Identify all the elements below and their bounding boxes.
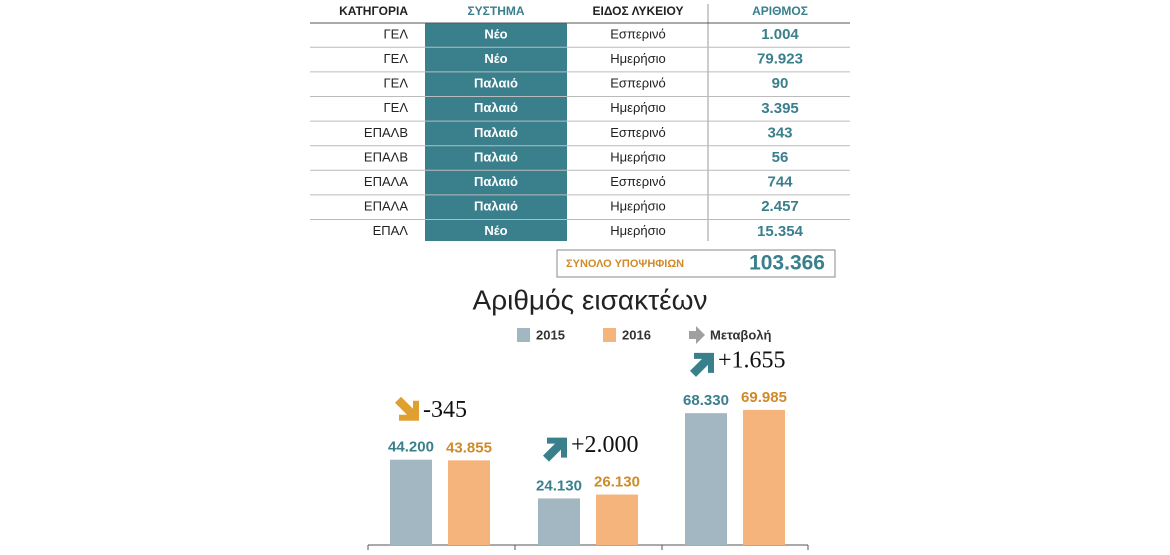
bar — [538, 498, 580, 545]
category-cell: ΕΠΑΛΒ — [364, 149, 408, 164]
legend-label: 2016 — [622, 327, 651, 342]
number-cell: 15.354 — [757, 223, 804, 240]
total-box — [556, 249, 836, 278]
table-header: ΣΥΣΤΗΜΑ — [467, 4, 524, 18]
system-cell: Παλαιό — [474, 100, 518, 115]
change-arrow — [690, 352, 714, 377]
category-cell: ΕΠΑΛΑ — [364, 174, 408, 189]
bar — [596, 494, 638, 545]
system-cell: Νέο — [484, 223, 507, 238]
bar — [448, 460, 490, 545]
change-label: -345 — [423, 397, 467, 423]
table-header: ΚΑΤΗΓΟΡΙΑ — [339, 4, 408, 18]
chart-title: Αριθμός εισακτέων — [473, 284, 708, 315]
category-cell: ΕΠΑΛ — [373, 223, 409, 238]
change-arrow — [543, 437, 567, 462]
total-label: ΣΥΝΟΛΟ ΥΠΟΨΗΦΙΩΝ — [566, 258, 684, 270]
number-cell: 1.004 — [761, 26, 799, 43]
change-label: +2.000 — [571, 432, 639, 458]
category-cell: ΕΠΑΛΑ — [364, 199, 408, 214]
bar — [390, 459, 432, 545]
category-cell: ΓΕΛ — [383, 76, 408, 91]
legend-swatch — [517, 328, 530, 342]
number-cell: 3.395 — [761, 100, 799, 117]
system-column — [425, 23, 567, 241]
number-cell: 2.457 — [761, 198, 799, 215]
change-label: +1.655 — [718, 347, 786, 373]
system-cell: Παλαιό — [474, 199, 518, 214]
legend-label: Μεταβολή — [710, 327, 772, 342]
type-cell: Ημερήσιο — [610, 223, 665, 238]
number-cell: 744 — [767, 174, 793, 191]
legend-arrow — [689, 326, 705, 344]
type-cell: Ημερήσιο — [610, 199, 665, 214]
system-cell: Νέο — [484, 26, 507, 41]
system-cell: Νέο — [484, 51, 507, 66]
value-label: 44.200 — [388, 439, 434, 456]
system-cell: Παλαιό — [474, 149, 518, 164]
system-cell: Παλαιό — [474, 76, 518, 91]
system-cell: Παλαιό — [474, 174, 518, 189]
type-cell: Ημερήσιο — [610, 100, 665, 115]
value-label: 68.330 — [683, 392, 729, 409]
value-label: 43.855 — [446, 439, 492, 456]
change-arrow — [395, 396, 419, 421]
bar — [743, 409, 785, 545]
category-cell: ΕΠΑΛΒ — [364, 125, 408, 140]
value-label: 26.130 — [594, 474, 640, 491]
table-header: ΑΡΙΘΜΟΣ — [752, 4, 808, 18]
bar — [685, 413, 727, 545]
total-value: 103.366 — [749, 252, 825, 275]
legend-label: 2015 — [536, 327, 565, 342]
number-cell: 343 — [767, 124, 792, 141]
number-cell: 56 — [772, 149, 789, 166]
value-label: 69.985 — [741, 389, 787, 406]
number-cell: 90 — [772, 75, 789, 92]
type-cell: Ημερήσιο — [610, 51, 665, 66]
category-cell: ΓΕΛ — [383, 51, 408, 66]
category-cell: ΓΕΛ — [383, 100, 408, 115]
value-label: 24.130 — [536, 477, 582, 494]
table-header: ΕΙΔΟΣ ΛΥΚΕΙΟΥ — [593, 4, 684, 18]
category-cell: ΓΕΛ — [383, 26, 408, 41]
type-cell: Εσπερινό — [610, 76, 665, 91]
number-cell: 79.923 — [757, 51, 803, 68]
type-cell: Εσπερινό — [610, 125, 665, 140]
type-cell: Ημερήσιο — [610, 149, 665, 164]
legend-swatch — [603, 328, 616, 342]
system-cell: Παλαιό — [474, 125, 518, 140]
type-cell: Εσπερινό — [610, 26, 665, 41]
type-cell: Εσπερινό — [610, 174, 665, 189]
